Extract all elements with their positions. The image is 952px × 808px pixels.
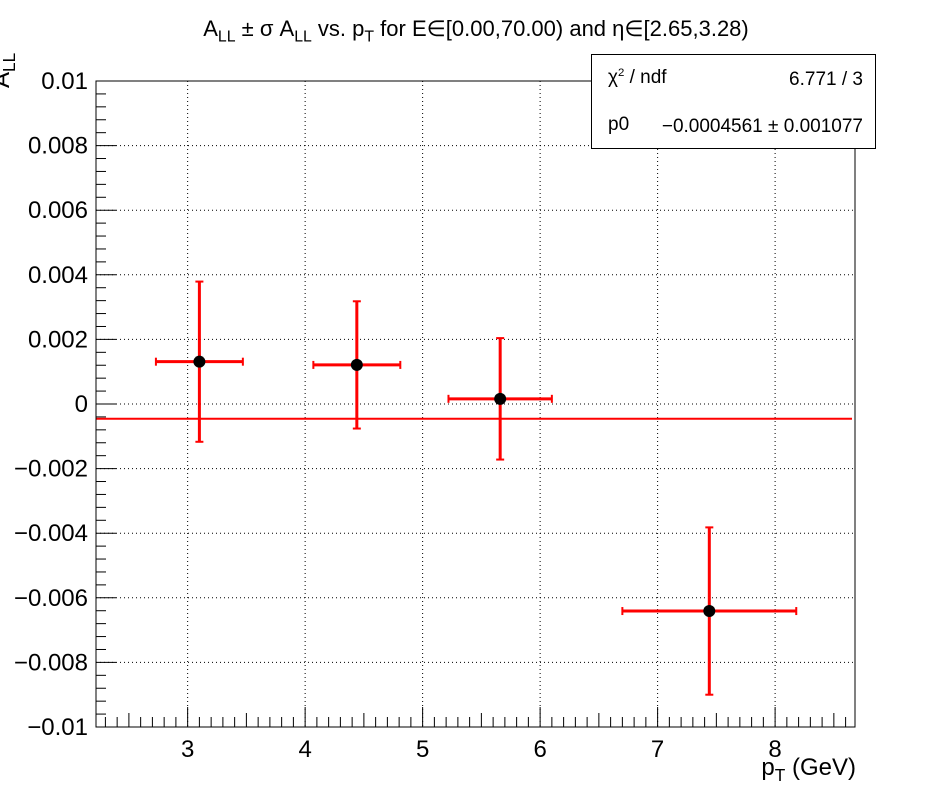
chi2-value: 6.771 / 3 xyxy=(789,69,863,90)
y-tick-label: 0.008 xyxy=(28,133,88,160)
data-point xyxy=(154,280,244,443)
data-marker xyxy=(494,392,507,405)
x-tick-label: 8 xyxy=(768,736,781,763)
data-point xyxy=(312,300,402,430)
data-point xyxy=(621,526,798,696)
y-tick-label: 0.002 xyxy=(28,326,88,353)
chi2-row: χ2 / ndf 6.771 / 3 xyxy=(592,55,875,102)
x-tick-label: 3 xyxy=(181,736,194,763)
chart-title: ALL ± σ ALL vs. pT for E∈[0.00,70.00) an… xyxy=(203,16,749,46)
y-axis-label: ALL xyxy=(0,52,20,88)
x-tick-label: 6 xyxy=(533,736,546,763)
y-tick-label: 0.01 xyxy=(41,68,88,95)
tick-labels: −0.01 −0.008 −0.006 −0.004 −0.002 0 0.002 0.004… xyxy=(14,68,782,763)
chi2-label: χ2 / ndf xyxy=(608,67,667,88)
grid-lines xyxy=(96,81,855,727)
x-axis-label: pT (GeV) xyxy=(761,754,856,786)
p0-value: −0.0004561 ± 0.001077 xyxy=(661,116,863,137)
data-marker xyxy=(193,355,206,368)
data-points xyxy=(154,280,798,696)
x-tick-label: 4 xyxy=(298,736,311,763)
fit-stats-box: χ2 / ndf 6.771 / 3 p0 −0.0004561 ± 0.001… xyxy=(591,54,876,149)
x-tick-label: 7 xyxy=(651,736,664,763)
data-point xyxy=(447,337,553,461)
y-tick-label: 0.004 xyxy=(28,262,88,289)
data-marker xyxy=(350,358,363,371)
tick-marks xyxy=(96,80,847,728)
y-tick-label: −0.008 xyxy=(14,649,88,676)
y-tick-label: 0 xyxy=(75,391,88,418)
y-tick-label: 0.006 xyxy=(28,197,88,224)
p0-row: p0 −0.0004561 ± 0.001077 xyxy=(592,102,875,149)
data-marker xyxy=(703,605,716,618)
axes xyxy=(95,80,856,728)
p0-label: p0 xyxy=(608,114,630,135)
y-tick-label: −0.006 xyxy=(14,585,88,612)
x-tick-label: 5 xyxy=(416,736,429,763)
plot-frame xyxy=(95,80,856,728)
y-tick-label: −0.01 xyxy=(27,714,88,741)
y-tick-label: −0.004 xyxy=(14,520,88,547)
y-tick-label: −0.002 xyxy=(14,456,88,483)
